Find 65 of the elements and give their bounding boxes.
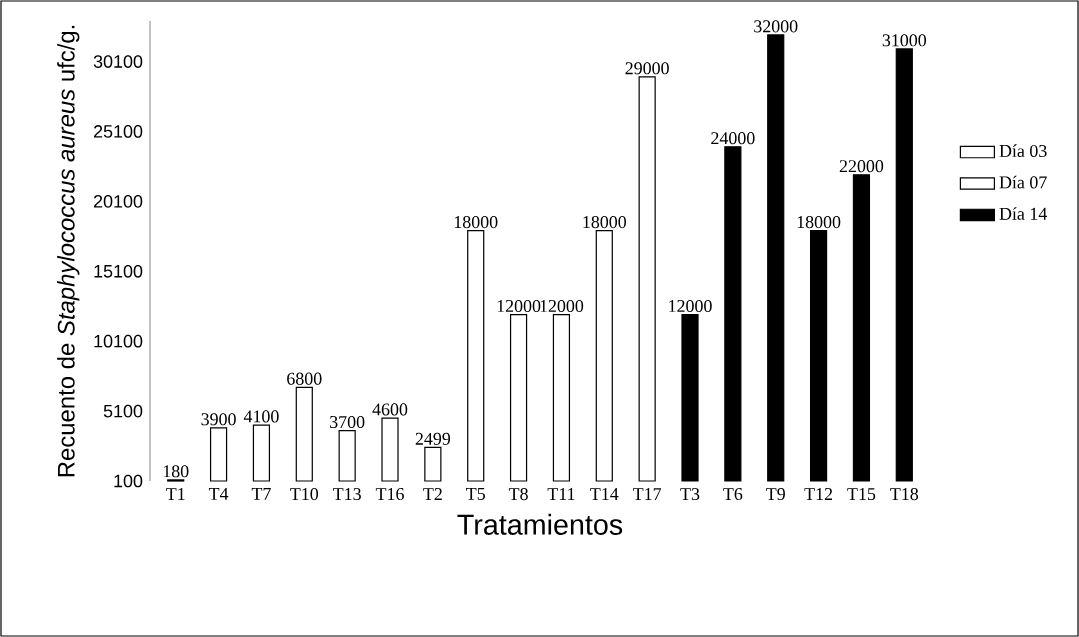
x-tick-label: T13 — [333, 488, 361, 501]
y-tick-label: 10100 — [94, 334, 143, 348]
x-tick-label: T5 — [466, 488, 485, 500]
y-axis-title: Recuento de Staphylococcus aureus ufc/g. — [57, 25, 80, 477]
bar — [724, 146, 742, 482]
x-tick-label: T2 — [423, 488, 442, 500]
data-label: 3700 — [330, 415, 365, 429]
y-tick-label: 5100 — [103, 404, 143, 418]
x-tick-label: T18 — [890, 488, 919, 501]
data-label: 29000 — [625, 62, 669, 75]
bar — [381, 417, 399, 482]
x-tick-label: T4 — [208, 488, 229, 500]
bar — [295, 386, 313, 482]
data-label: 18000 — [454, 216, 498, 229]
x-tick-label: T16 — [375, 488, 404, 501]
bar — [424, 446, 442, 482]
x-tick-label: T3 — [680, 488, 700, 501]
x-tick-label: T11 — [547, 488, 575, 500]
data-label: 18000 — [797, 216, 841, 229]
y-tick-label: 15100 — [94, 264, 143, 278]
x-tick-label: T10 — [290, 488, 319, 501]
data-label: 2499 — [415, 432, 451, 445]
x-axis-title: Tratamientos — [457, 513, 623, 535]
x-tick-label: T17 — [633, 488, 662, 500]
bar — [809, 230, 828, 482]
bar — [509, 314, 528, 482]
legend-label: Día 07 — [999, 175, 1047, 189]
data-label: 31000 — [882, 34, 927, 47]
data-label: 180 — [163, 465, 189, 478]
x-tick-label: T8 — [508, 488, 528, 501]
bar — [638, 76, 656, 482]
legend-label: Día 03 — [999, 144, 1047, 158]
bar — [852, 174, 871, 482]
bar — [467, 230, 485, 482]
bar — [681, 314, 699, 482]
data-label: 12000 — [540, 299, 584, 313]
x-tick-label: T12 — [804, 488, 833, 500]
y-tick-label: 25100 — [94, 125, 143, 138]
x-tick-label: T14 — [590, 488, 619, 500]
bar — [252, 424, 271, 482]
bar — [338, 430, 356, 482]
bar — [209, 427, 228, 482]
x-tick-label: T6 — [723, 488, 743, 501]
data-label: 32000 — [754, 20, 798, 33]
y-tick-label: 30100 — [93, 55, 143, 68]
y-tick-label: 20100 — [94, 195, 143, 208]
data-label: 6800 — [287, 372, 322, 385]
x-tick-label: T7 — [251, 488, 271, 500]
bar — [767, 34, 785, 482]
legend-label: Día 14 — [999, 207, 1048, 220]
data-label: 3900 — [201, 413, 236, 426]
data-label: 4600 — [372, 403, 408, 416]
x-tick-label: T1 — [166, 488, 185, 500]
x-tick-label: T9 — [766, 488, 785, 501]
data-label: 4100 — [243, 410, 279, 423]
data-label: 22000 — [839, 160, 884, 173]
bar — [552, 314, 571, 482]
data-label: 18000 — [583, 216, 627, 229]
data-label: 12000 — [669, 299, 712, 313]
y-tick-label: 100 — [114, 474, 143, 488]
data-label: 12000 — [497, 299, 541, 313]
x-tick-label: T15 — [847, 488, 876, 501]
bar — [895, 48, 913, 482]
bar — [595, 230, 613, 482]
data-label: 24000 — [711, 132, 755, 145]
